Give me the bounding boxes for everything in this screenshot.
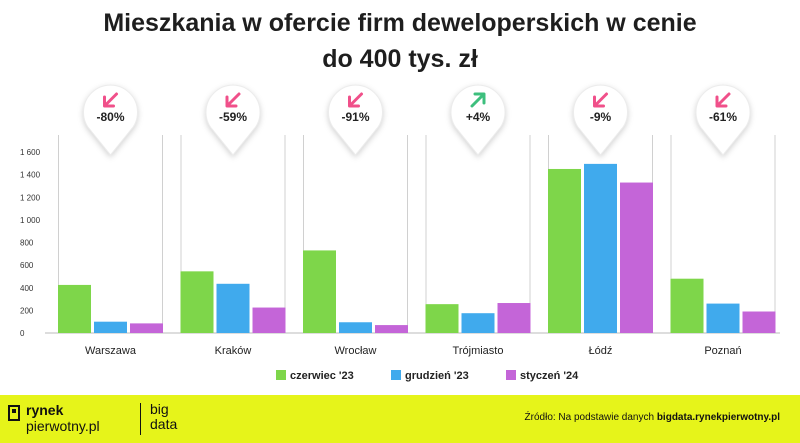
bar bbox=[584, 163, 617, 333]
bar bbox=[461, 313, 495, 333]
legend-label: styczeń '24 bbox=[520, 370, 579, 382]
source-link: bigdata.rynekpierwotny.pl bbox=[656, 412, 780, 423]
legend-swatch bbox=[276, 370, 286, 380]
change-badge bbox=[450, 84, 506, 156]
bar bbox=[303, 250, 336, 333]
bar bbox=[94, 321, 127, 333]
change-label: -9% bbox=[590, 110, 612, 124]
brand-logo-icon bbox=[8, 405, 20, 421]
bar bbox=[58, 284, 91, 333]
bar bbox=[425, 304, 459, 333]
brand-logo: rynek pierwotny.pl bbox=[26, 402, 100, 434]
bar bbox=[252, 307, 286, 333]
y-tick-label: 0 bbox=[20, 329, 25, 338]
y-tick-label: 200 bbox=[20, 306, 34, 315]
legend-swatch bbox=[391, 370, 401, 380]
x-tick-label: Poznań bbox=[704, 345, 741, 357]
chart-title: Mieszkania w ofercie firm deweloperskich… bbox=[103, 9, 697, 37]
legend-label: czerwiec '23 bbox=[290, 370, 354, 382]
change-badge bbox=[83, 84, 138, 156]
change-badge bbox=[328, 84, 383, 156]
bar bbox=[180, 271, 214, 333]
bar bbox=[339, 322, 372, 333]
change-label: -80% bbox=[96, 110, 124, 124]
x-tick-label: Kraków bbox=[215, 345, 252, 357]
brand-line-1: rynek bbox=[26, 402, 64, 418]
logo-divider bbox=[140, 403, 141, 435]
change-label: -59% bbox=[219, 110, 247, 124]
y-tick-label: 1 000 bbox=[20, 216, 41, 225]
change-badge bbox=[573, 84, 628, 156]
x-tick-label: Trójmiasto bbox=[453, 345, 504, 357]
change-label: +4% bbox=[466, 110, 491, 124]
y-tick-label: 600 bbox=[20, 261, 34, 270]
y-tick-label: 1 200 bbox=[20, 193, 41, 202]
x-tick-label: Warszawa bbox=[85, 345, 137, 357]
arrow-down-icon bbox=[103, 92, 118, 108]
bar bbox=[706, 303, 740, 333]
bigdata-logo: big data bbox=[150, 402, 177, 432]
y-tick-label: 400 bbox=[20, 284, 34, 293]
source-prefix: Źródło: Na podstawie danych bbox=[524, 412, 657, 423]
bar-chart: 0 200 400 600 800 1 000 1 200 1 400 1 600 Warszaw… bbox=[20, 84, 780, 382]
bigdata-line-1: big bbox=[150, 401, 169, 417]
arrow-down-icon bbox=[348, 92, 363, 108]
bar bbox=[742, 311, 776, 333]
chart-subtitle: do 400 tys. zł bbox=[322, 45, 478, 73]
arrow-down-icon bbox=[715, 92, 731, 108]
legend-swatch bbox=[506, 370, 516, 380]
bar bbox=[130, 323, 163, 333]
bar bbox=[497, 303, 531, 333]
source-note: Źródło: Na podstawie danych bigdata.ryne… bbox=[525, 412, 780, 423]
bigdata-line-2: data bbox=[150, 416, 178, 432]
change-label: -61% bbox=[709, 110, 737, 124]
change-label: -91% bbox=[341, 110, 369, 124]
bar bbox=[375, 325, 408, 333]
bar bbox=[670, 278, 704, 333]
bar bbox=[216, 283, 250, 333]
y-tick-label: 800 bbox=[20, 239, 34, 248]
arrow-up-icon bbox=[470, 92, 486, 108]
footer-bar: rynek pierwotny.pl big data Źródło: Na p… bbox=[0, 395, 800, 443]
bar bbox=[548, 168, 581, 333]
y-tick-label: 1 600 bbox=[20, 148, 41, 157]
change-badge bbox=[695, 84, 751, 156]
y-tick-label: 1 400 bbox=[20, 171, 41, 180]
arrow-down-icon bbox=[225, 92, 241, 108]
x-tick-label: Łódź bbox=[589, 345, 613, 357]
x-tick-label: Wrocław bbox=[335, 345, 377, 357]
arrow-down-icon bbox=[593, 92, 608, 108]
brand-line-2: pierwotny.pl bbox=[26, 418, 100, 434]
legend-label: grudzień '23 bbox=[405, 370, 469, 382]
bar bbox=[620, 182, 653, 333]
change-badge bbox=[205, 84, 261, 156]
